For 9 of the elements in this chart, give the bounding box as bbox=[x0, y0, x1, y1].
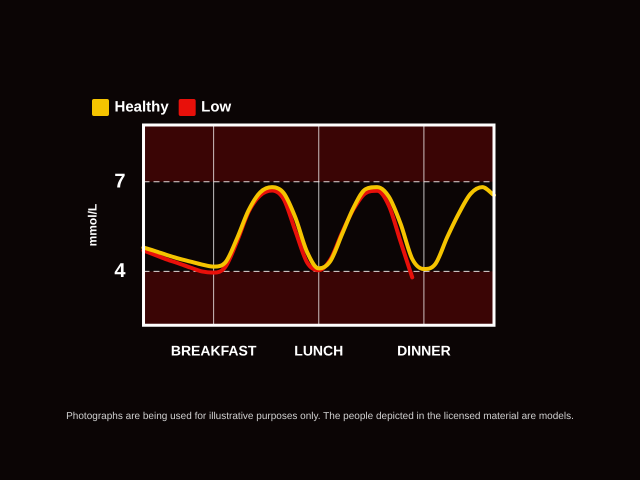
y-axis-title: mmol/L bbox=[86, 204, 100, 246]
legend-label: Healthy bbox=[114, 98, 170, 116]
text: Photographs are being used for illustrative purposes only. The people depicted in the licensed material are models. bbox=[66, 410, 574, 422]
y-tick-label: 7 bbox=[114, 170, 126, 192]
x-tick-label: BREAKFAST bbox=[170, 342, 257, 358]
legend-label: Low bbox=[201, 98, 232, 116]
x-tick-label: DINNER bbox=[397, 342, 451, 358]
y-tick-label: 4 bbox=[114, 260, 126, 282]
x-tick-label: LUNCH bbox=[294, 342, 344, 358]
